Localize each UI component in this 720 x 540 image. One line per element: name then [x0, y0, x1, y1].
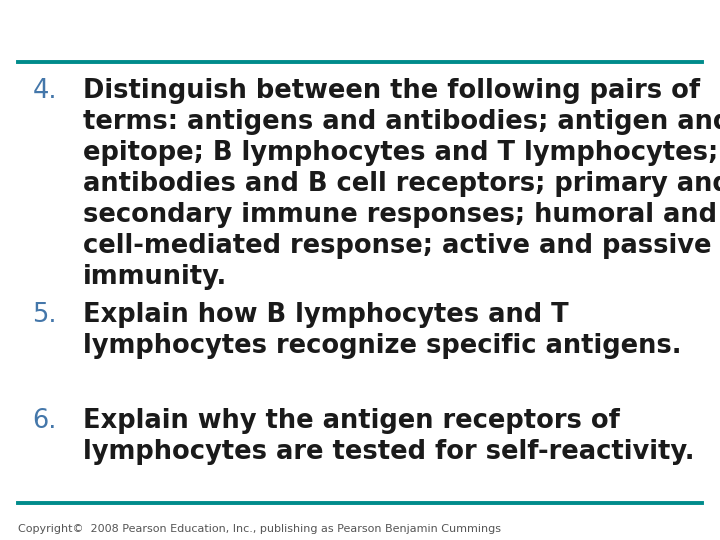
Text: 5.: 5.: [32, 302, 57, 328]
Text: Distinguish between the following pairs of
terms: antigens and antibodies; antig: Distinguish between the following pairs …: [83, 78, 720, 291]
Text: 6.: 6.: [32, 408, 57, 434]
Text: Copyright©  2008 Pearson Education, Inc., publishing as Pearson Benjamin Cumming: Copyright© 2008 Pearson Education, Inc.,…: [18, 523, 501, 534]
Text: 4.: 4.: [32, 78, 57, 104]
Text: Explain how B lymphocytes and T
lymphocytes recognize specific antigens.: Explain how B lymphocytes and T lymphocy…: [83, 302, 681, 360]
Text: Explain why the antigen receptors of
lymphocytes are tested for self-reactivity.: Explain why the antigen receptors of lym…: [83, 408, 694, 465]
